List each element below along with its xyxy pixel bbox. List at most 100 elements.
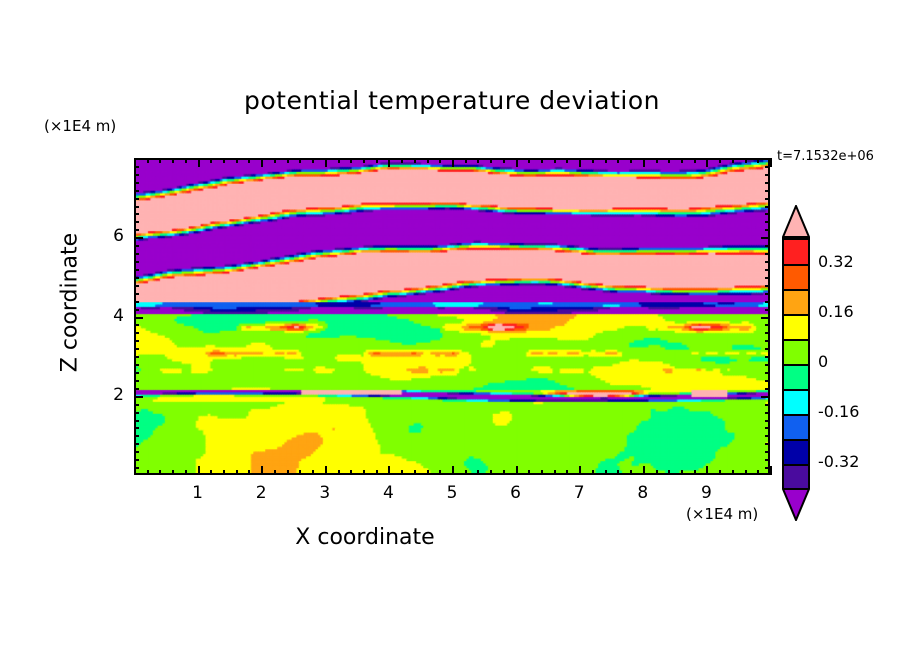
tick-mark: [210, 158, 212, 163]
tick-mark: [134, 229, 139, 231]
tick-mark: [185, 470, 187, 475]
tick-mark: [134, 427, 139, 429]
tick-mark: [134, 237, 143, 239]
tick-mark: [765, 324, 770, 326]
contour-plot-area: [134, 158, 770, 475]
colorbar-separator: [784, 464, 808, 466]
tick-mark: [541, 470, 543, 475]
tick-mark: [236, 470, 238, 475]
tick-mark: [134, 459, 139, 461]
tick-mark: [765, 198, 770, 200]
tick-mark: [134, 420, 139, 422]
tick-mark: [765, 459, 770, 461]
tick-mark: [765, 427, 770, 429]
tick-mark: [592, 470, 594, 475]
tick-mark: [761, 317, 770, 319]
tick-mark: [566, 470, 568, 475]
tick-mark: [452, 158, 454, 167]
tick-mark: [541, 158, 543, 163]
tick-mark: [617, 158, 619, 163]
tick-mark: [350, 470, 352, 475]
tick-mark: [761, 396, 770, 398]
colorbar-separator: [784, 339, 808, 341]
colorbar-band: [784, 465, 808, 490]
tick-mark: [198, 158, 200, 167]
x-tick-label: 8: [637, 483, 649, 503]
tick-mark: [134, 372, 139, 374]
tick-mark: [765, 388, 770, 390]
tick-mark: [134, 348, 139, 350]
tick-mark: [579, 466, 581, 475]
colorbar-band: [784, 290, 808, 315]
tick-mark: [765, 229, 770, 231]
tick-mark: [765, 285, 770, 287]
tick-mark: [566, 158, 568, 163]
colorbar-tick-label: 0.16: [818, 302, 854, 321]
tick-mark: [134, 356, 139, 358]
tick-mark: [172, 158, 174, 163]
tick-mark: [490, 470, 492, 475]
tick-mark: [592, 158, 594, 163]
tick-mark: [134, 443, 139, 445]
y-tick-label: 6: [113, 226, 124, 247]
tick-mark: [134, 435, 139, 437]
tick-mark: [732, 470, 734, 475]
colorbar-band: [784, 365, 808, 390]
tick-mark: [159, 158, 161, 163]
tick-mark: [745, 470, 747, 475]
colorbar-over-arrow: [781, 203, 811, 238]
y-axis-title: Z coordinate: [57, 232, 83, 373]
tick-mark: [732, 158, 734, 163]
tick-mark: [274, 470, 276, 475]
tick-mark: [765, 309, 770, 311]
tick-mark: [248, 470, 250, 475]
colorbar-separator: [784, 314, 808, 316]
colorbar-under-arrow: [781, 488, 811, 523]
tick-mark: [765, 261, 770, 263]
colorbar-separator: [784, 439, 808, 441]
tick-mark: [765, 372, 770, 374]
tick-mark: [643, 158, 645, 167]
tick-mark: [516, 158, 518, 167]
tick-mark: [274, 158, 276, 163]
tick-mark: [765, 190, 770, 192]
tick-mark: [134, 198, 139, 200]
tick-mark: [134, 396, 143, 398]
tick-mark: [223, 158, 225, 163]
tick-mark: [668, 158, 670, 163]
tick-mark: [765, 293, 770, 295]
colorbar-band: [784, 265, 808, 290]
tick-mark: [770, 466, 772, 475]
y-axis-unit-label: (×1E4 m): [44, 117, 117, 135]
colorbar-band: [784, 440, 808, 465]
contour-field: [136, 160, 768, 473]
y-tick-label: 4: [113, 305, 124, 326]
tick-mark: [134, 451, 139, 453]
tick-mark: [605, 470, 607, 475]
tick-mark: [414, 470, 416, 475]
y-tick-label: 2: [113, 384, 124, 405]
tick-mark: [656, 470, 658, 475]
colorbar-separator: [784, 414, 808, 416]
tick-mark: [554, 470, 556, 475]
tick-mark: [477, 158, 479, 163]
tick-mark: [630, 470, 632, 475]
tick-mark: [134, 261, 139, 263]
tick-mark: [757, 158, 759, 163]
tick-mark: [376, 470, 378, 475]
tick-mark: [765, 356, 770, 358]
tick-mark: [172, 470, 174, 475]
tick-mark: [134, 245, 139, 247]
tick-mark: [745, 158, 747, 163]
tick-mark: [765, 443, 770, 445]
tick-mark: [312, 470, 314, 475]
tick-mark: [414, 158, 416, 163]
tick-mark: [134, 388, 139, 390]
tick-mark: [617, 470, 619, 475]
tick-mark: [134, 332, 139, 334]
colorbar-band: [784, 390, 808, 415]
tick-mark: [465, 470, 467, 475]
tick-mark: [656, 158, 658, 163]
tick-mark: [134, 317, 143, 319]
tick-mark: [198, 466, 200, 475]
